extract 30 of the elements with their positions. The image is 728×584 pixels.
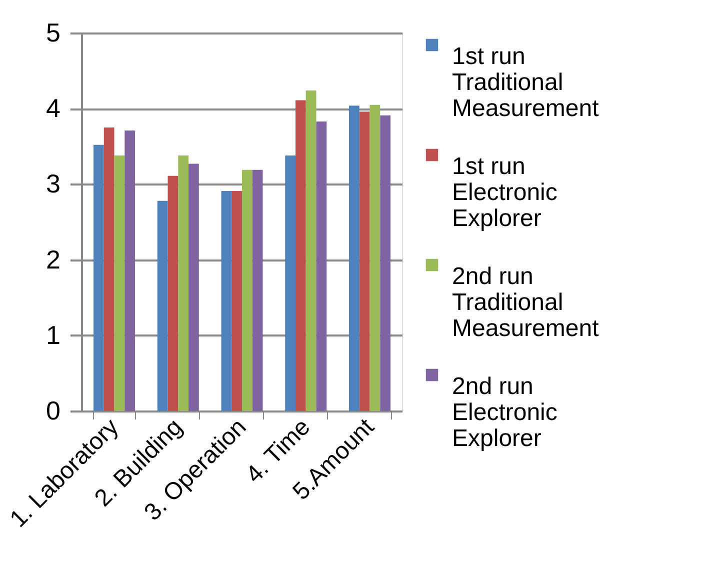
legend-label: 1st run Traditional Measurement bbox=[452, 43, 600, 122]
y-tick-label: 3 bbox=[46, 168, 60, 199]
legend-label: 2nd run Electronic Explorer bbox=[452, 373, 558, 452]
bar bbox=[124, 130, 136, 411]
bar bbox=[380, 115, 391, 411]
bar bbox=[359, 112, 370, 411]
bar bbox=[242, 170, 252, 411]
bar bbox=[178, 155, 189, 411]
bar bbox=[295, 100, 306, 411]
bar bbox=[306, 90, 316, 411]
y-tick-label: 0 bbox=[46, 396, 60, 426]
legend-label: 1st run Electronic Explorer bbox=[452, 153, 558, 232]
bar bbox=[188, 164, 199, 411]
bar bbox=[252, 170, 263, 411]
bar bbox=[93, 144, 104, 411]
bar bbox=[348, 106, 360, 411]
bar bbox=[168, 176, 178, 411]
y-tick-label: 1 bbox=[46, 320, 60, 350]
bar bbox=[104, 128, 114, 411]
legend-label: 2nd run Traditional Measurement bbox=[452, 263, 600, 342]
y-tick-label: 2 bbox=[46, 244, 60, 274]
bar bbox=[285, 155, 296, 411]
y-tick-label: 4 bbox=[46, 93, 60, 124]
bar bbox=[221, 191, 232, 411]
bar bbox=[370, 104, 380, 411]
bar bbox=[316, 121, 327, 411]
bar bbox=[114, 155, 125, 411]
y-tick-label: 5 bbox=[46, 18, 60, 48]
bar bbox=[232, 191, 242, 411]
bar bbox=[157, 200, 168, 411]
